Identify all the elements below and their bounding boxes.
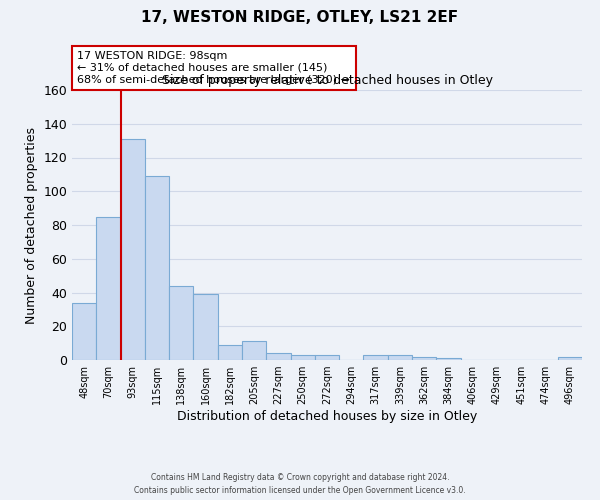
Text: 17 WESTON RIDGE: 98sqm
← 31% of detached houses are smaller (145)
68% of semi-de: 17 WESTON RIDGE: 98sqm ← 31% of detached…: [77, 52, 350, 84]
Bar: [558, 356, 582, 360]
Bar: [72, 302, 96, 360]
Bar: [388, 355, 412, 360]
Text: 17, WESTON RIDGE, OTLEY, LS21 2EF: 17, WESTON RIDGE, OTLEY, LS21 2EF: [142, 10, 458, 25]
Title: Size of property relative to detached houses in Otley: Size of property relative to detached ho…: [161, 74, 493, 88]
Bar: [315, 355, 339, 360]
Bar: [290, 355, 315, 360]
Bar: [266, 353, 290, 360]
Bar: [193, 294, 218, 360]
Bar: [412, 356, 436, 360]
Text: Contains HM Land Registry data © Crown copyright and database right 2024.
Contai: Contains HM Land Registry data © Crown c…: [134, 474, 466, 495]
Bar: [242, 342, 266, 360]
X-axis label: Distribution of detached houses by size in Otley: Distribution of detached houses by size …: [177, 410, 477, 423]
Bar: [96, 216, 121, 360]
Bar: [364, 355, 388, 360]
Bar: [121, 139, 145, 360]
Bar: [169, 286, 193, 360]
Bar: [436, 358, 461, 360]
Bar: [145, 176, 169, 360]
Y-axis label: Number of detached properties: Number of detached properties: [25, 126, 38, 324]
Bar: [218, 345, 242, 360]
